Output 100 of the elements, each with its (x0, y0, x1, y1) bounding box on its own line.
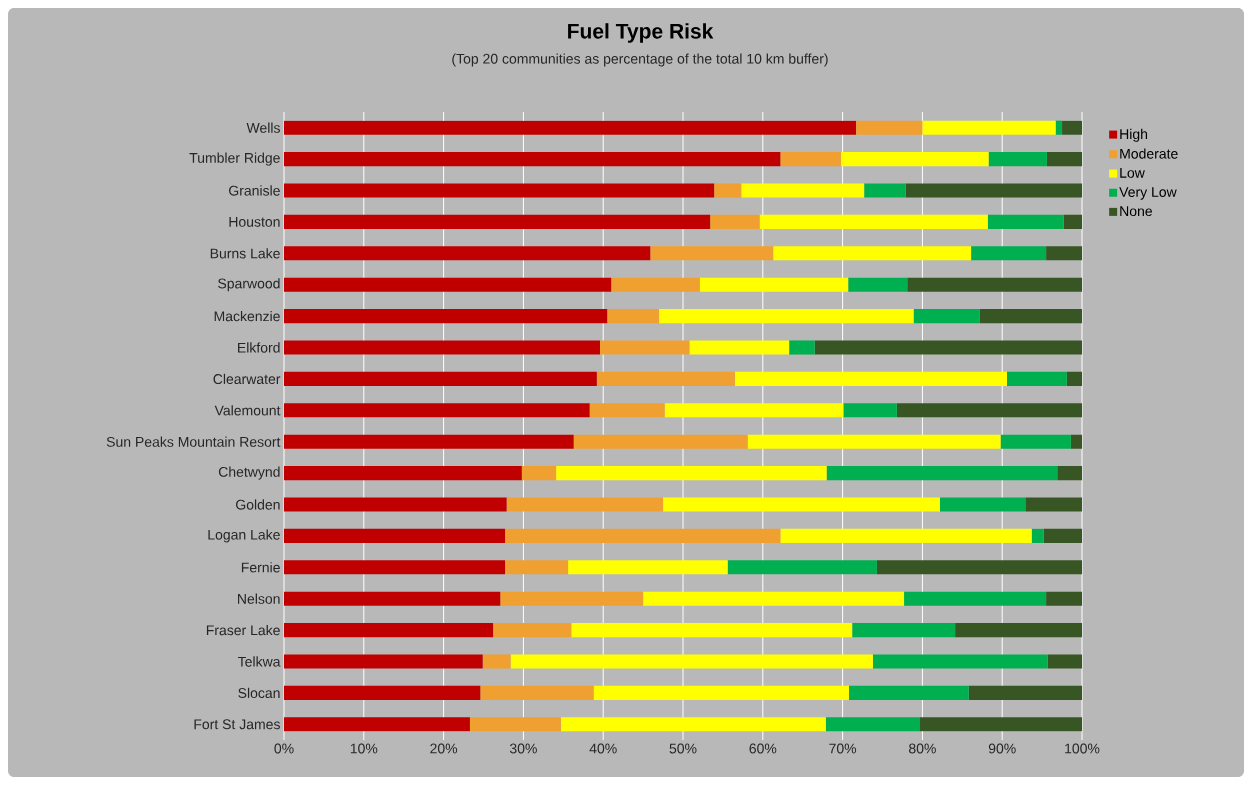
bar (727, 560, 877, 575)
y-tick-label: Mackenzie (214, 310, 280, 322)
bar (284, 120, 857, 135)
bar (506, 497, 664, 512)
bar (843, 403, 897, 418)
bar (780, 528, 1032, 543)
bar (284, 183, 715, 198)
legend-label: Very Low (1119, 187, 1177, 200)
bar (955, 623, 1083, 638)
bar (480, 685, 594, 700)
bar (904, 591, 1047, 606)
x-tick-label: 60% (749, 743, 777, 754)
y-tick-label: Slocan (238, 687, 280, 699)
y-tick-label: Wells (246, 122, 280, 133)
bar (747, 434, 1001, 449)
bar (284, 717, 470, 732)
bar (1046, 246, 1083, 261)
bar (856, 120, 923, 135)
bar (611, 277, 700, 292)
bar (876, 560, 1083, 575)
bar (1063, 214, 1083, 229)
bar (826, 466, 1058, 481)
bar (643, 591, 905, 606)
bar (663, 497, 940, 512)
x-tick-label: 70% (829, 743, 857, 754)
bar (571, 623, 853, 638)
bar (848, 685, 969, 700)
bar (1066, 371, 1083, 386)
bar (699, 277, 849, 292)
bar (284, 560, 506, 575)
bar (1055, 120, 1063, 135)
bar (505, 560, 569, 575)
bar (905, 183, 1083, 198)
bar (759, 214, 988, 229)
bar (500, 591, 644, 606)
bar (560, 717, 826, 732)
bar (907, 277, 1083, 292)
bar (773, 246, 972, 261)
bar (689, 340, 790, 355)
x-tick-label: 0% (274, 743, 294, 754)
x-tick-label: 50% (669, 743, 697, 754)
bar (493, 623, 572, 638)
bar (714, 183, 742, 198)
bar (284, 340, 601, 355)
y-tick-label: Tumbler Ridge (189, 152, 280, 166)
bar (734, 371, 1007, 386)
bar (780, 152, 842, 167)
y-tick-label: Valemount (214, 405, 281, 416)
x-tick-label: 30% (509, 743, 537, 754)
bar (284, 623, 494, 638)
bar (1025, 497, 1083, 512)
y-tick-label: Elkford (238, 342, 280, 353)
bar (284, 434, 574, 449)
y-tick-label: Sparwood (218, 278, 280, 292)
bar (505, 528, 781, 543)
bar (607, 309, 660, 324)
bar (872, 654, 1048, 669)
bar (1000, 434, 1071, 449)
bar (1047, 654, 1083, 669)
y-tick-label: Fraser Lake (206, 624, 280, 636)
bar (284, 654, 483, 669)
y-tick-label: Telkwa (237, 656, 281, 667)
bar (939, 497, 1026, 512)
y-tick-label: Houston (229, 217, 280, 227)
bar (710, 214, 760, 229)
bar (284, 403, 590, 418)
bar (284, 466, 522, 481)
x-tick-label: 40% (589, 743, 617, 754)
y-tick-label: Fort St James (194, 719, 280, 730)
y-tick-label: Fernie (241, 562, 280, 573)
bar (971, 246, 1047, 261)
bar (841, 152, 989, 167)
bar (469, 717, 561, 732)
y-tick-label: Granisle (229, 185, 280, 196)
legend-label: None (1120, 206, 1152, 217)
bar (1046, 591, 1083, 606)
bar (968, 685, 1083, 700)
legend-label: High (1120, 128, 1148, 142)
bar (284, 591, 501, 606)
bar (1070, 434, 1083, 449)
x-tick-label: 100% (1065, 743, 1100, 754)
bar (1007, 371, 1067, 386)
bar (593, 685, 849, 700)
bar (852, 623, 956, 638)
y-tick-label: Burns Lake (210, 248, 280, 259)
bar (650, 246, 774, 261)
y-tick-label: Chetwynd (218, 466, 280, 480)
bar (284, 685, 481, 700)
bar (741, 183, 865, 198)
bar (825, 717, 921, 732)
bar (913, 309, 980, 324)
bar (814, 340, 1083, 355)
bar (1057, 466, 1083, 481)
legend-label: Moderate (1120, 148, 1178, 159)
bar (284, 246, 651, 261)
x-tick-label: 20% (430, 743, 458, 754)
bar (284, 152, 781, 167)
bar (596, 371, 735, 386)
y-tick-label: Clearwater (213, 373, 281, 385)
bar (510, 654, 873, 669)
